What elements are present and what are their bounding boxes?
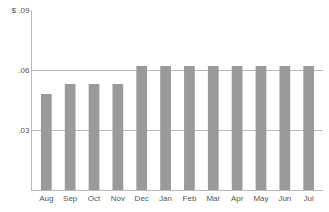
svg-text:Jul: Jul [304,194,314,203]
svg-text:Oct: Oct [88,194,101,203]
svg-text:Jun: Jun [278,194,291,203]
svg-text:Mar: Mar [206,194,220,203]
svg-text:May: May [253,194,268,203]
svg-text:Aug: Aug [39,194,53,203]
svg-text:Apr: Apr [231,194,244,203]
svg-text:.06: .06 [18,66,30,75]
svg-text:Nov: Nov [111,194,125,203]
svg-text:Sep: Sep [63,194,78,203]
svg-text:.03: .03 [18,126,30,135]
svg-text:Dec: Dec [135,194,149,203]
svg-text:$ .09: $ .09 [12,6,30,15]
svg-text:Feb: Feb [183,194,197,203]
svg-text:Jan: Jan [159,194,172,203]
